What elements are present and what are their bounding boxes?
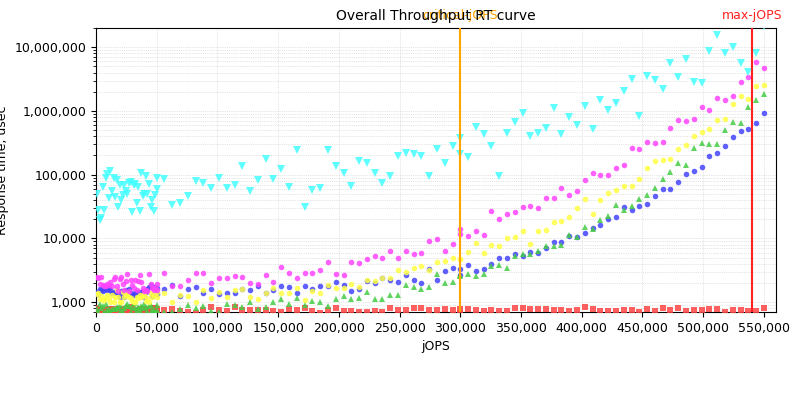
min <box>92 305 102 310</box>
min <box>479 309 489 314</box>
min <box>759 305 769 310</box>
median <box>132 290 142 294</box>
90-th percentile <box>92 306 102 311</box>
95-th percentile <box>759 82 769 87</box>
Text: critical-jOPS: critical-jOPS <box>422 9 498 22</box>
median <box>362 278 372 283</box>
Line: 99-th percentile: 99-th percentile <box>94 59 766 294</box>
max <box>132 201 142 206</box>
95-th percentile <box>736 94 746 98</box>
max <box>95 217 105 222</box>
median <box>736 128 746 133</box>
min <box>572 308 582 312</box>
95-th percentile <box>106 300 115 304</box>
90-th percentile <box>736 120 746 125</box>
max <box>142 192 152 197</box>
max <box>92 191 102 196</box>
Y-axis label: Response time, usec: Response time, usec <box>0 105 9 235</box>
Line: max: max <box>93 22 768 224</box>
min <box>130 310 140 314</box>
95-th percentile <box>132 295 142 300</box>
min <box>142 307 152 312</box>
max <box>362 161 372 166</box>
95-th percentile <box>572 206 582 210</box>
X-axis label: jOPS: jOPS <box>422 340 450 353</box>
median <box>142 286 152 291</box>
Title: Overall Throughput RT curve: Overall Throughput RT curve <box>336 9 536 23</box>
99-th percentile <box>572 188 582 193</box>
max <box>736 60 746 65</box>
99-th percentile <box>759 66 769 70</box>
90-th percentile <box>142 308 152 313</box>
min <box>362 309 372 314</box>
90-th percentile <box>479 272 489 276</box>
median <box>759 110 769 115</box>
99-th percentile <box>479 233 489 238</box>
99-th percentile <box>362 257 372 262</box>
min <box>743 308 753 313</box>
Text: max-jOPS: max-jOPS <box>722 9 782 22</box>
90-th percentile <box>362 289 372 294</box>
Line: 90-th percentile: 90-th percentile <box>93 91 767 316</box>
median <box>119 295 129 300</box>
median <box>572 234 582 239</box>
95-th percentile <box>142 296 152 300</box>
min <box>134 311 143 316</box>
Line: 95-th percentile: 95-th percentile <box>94 82 766 305</box>
95-th percentile <box>479 251 489 256</box>
median <box>479 266 489 271</box>
Line: median: median <box>94 110 766 300</box>
90-th percentile <box>759 92 769 97</box>
90-th percentile <box>132 308 142 312</box>
90-th percentile <box>572 235 582 240</box>
99-th percentile <box>92 275 102 280</box>
Line: min: min <box>94 304 766 316</box>
95-th percentile <box>362 278 372 282</box>
max <box>759 24 769 29</box>
99-th percentile <box>124 288 134 293</box>
99-th percentile <box>142 288 152 293</box>
99-th percentile <box>132 288 142 292</box>
median <box>92 290 102 295</box>
99-th percentile <box>736 79 746 84</box>
min <box>580 304 590 309</box>
max <box>572 123 582 128</box>
99-th percentile <box>751 60 761 64</box>
90-th percentile <box>94 310 103 314</box>
95-th percentile <box>92 292 102 297</box>
max <box>479 132 489 136</box>
